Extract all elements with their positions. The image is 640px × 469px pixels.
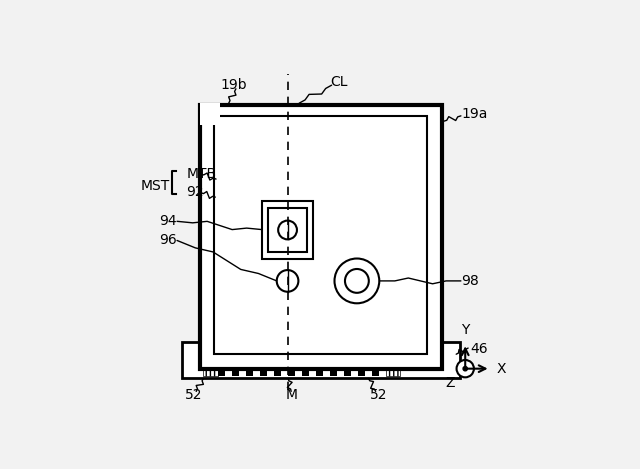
Text: Y: Y bbox=[461, 323, 469, 337]
Text: 98: 98 bbox=[461, 274, 479, 288]
Bar bbox=[260, 365, 267, 376]
Text: M: M bbox=[286, 388, 298, 402]
Bar bbox=[274, 344, 281, 355]
Bar bbox=[239, 355, 246, 365]
Bar bbox=[281, 355, 288, 365]
Circle shape bbox=[456, 360, 474, 378]
Bar bbox=[344, 365, 351, 376]
Text: 96: 96 bbox=[159, 234, 177, 248]
Bar bbox=[288, 365, 295, 376]
Circle shape bbox=[463, 366, 467, 371]
Bar bbox=[365, 355, 372, 365]
Bar bbox=[246, 365, 253, 376]
Text: Z: Z bbox=[445, 376, 454, 390]
Bar bbox=[330, 365, 337, 376]
Bar bbox=[267, 355, 274, 365]
Bar bbox=[218, 344, 225, 355]
Bar bbox=[309, 355, 316, 365]
Bar bbox=[302, 344, 309, 355]
Bar bbox=[225, 355, 232, 365]
Bar bbox=[316, 365, 323, 376]
Bar bbox=[268, 208, 307, 252]
Circle shape bbox=[345, 269, 369, 293]
Bar bbox=[214, 116, 428, 354]
Bar bbox=[200, 103, 220, 125]
Circle shape bbox=[278, 220, 297, 239]
Bar bbox=[358, 344, 365, 355]
Bar bbox=[262, 201, 313, 258]
Bar bbox=[358, 365, 365, 376]
Bar bbox=[200, 105, 442, 369]
Text: 94: 94 bbox=[159, 214, 177, 228]
Circle shape bbox=[276, 270, 298, 292]
Bar bbox=[372, 365, 379, 376]
Bar bbox=[204, 344, 218, 376]
Text: X: X bbox=[496, 362, 506, 376]
Bar bbox=[295, 355, 302, 365]
Bar bbox=[218, 365, 225, 376]
Bar bbox=[337, 355, 344, 365]
Text: 52: 52 bbox=[185, 388, 202, 402]
Bar bbox=[253, 355, 260, 365]
Bar bbox=[182, 341, 460, 378]
Text: MTB: MTB bbox=[186, 166, 216, 181]
Text: 92: 92 bbox=[186, 185, 204, 199]
Bar bbox=[232, 344, 239, 355]
Bar bbox=[386, 344, 400, 376]
Bar bbox=[379, 355, 386, 365]
Bar bbox=[372, 344, 379, 355]
Text: MST: MST bbox=[141, 179, 170, 193]
Text: 19b: 19b bbox=[221, 78, 248, 92]
Text: 46: 46 bbox=[470, 342, 488, 356]
Bar bbox=[330, 344, 337, 355]
Text: CL: CL bbox=[330, 75, 348, 89]
Bar bbox=[316, 344, 323, 355]
Circle shape bbox=[335, 258, 380, 303]
Bar bbox=[323, 355, 330, 365]
Bar bbox=[351, 355, 358, 365]
Text: 52: 52 bbox=[370, 388, 387, 402]
Bar bbox=[288, 344, 295, 355]
Bar bbox=[232, 365, 239, 376]
Bar bbox=[246, 344, 253, 355]
Bar bbox=[274, 365, 281, 376]
Bar bbox=[302, 365, 309, 376]
Text: 19a: 19a bbox=[461, 107, 488, 121]
Bar bbox=[344, 344, 351, 355]
Bar bbox=[260, 344, 267, 355]
